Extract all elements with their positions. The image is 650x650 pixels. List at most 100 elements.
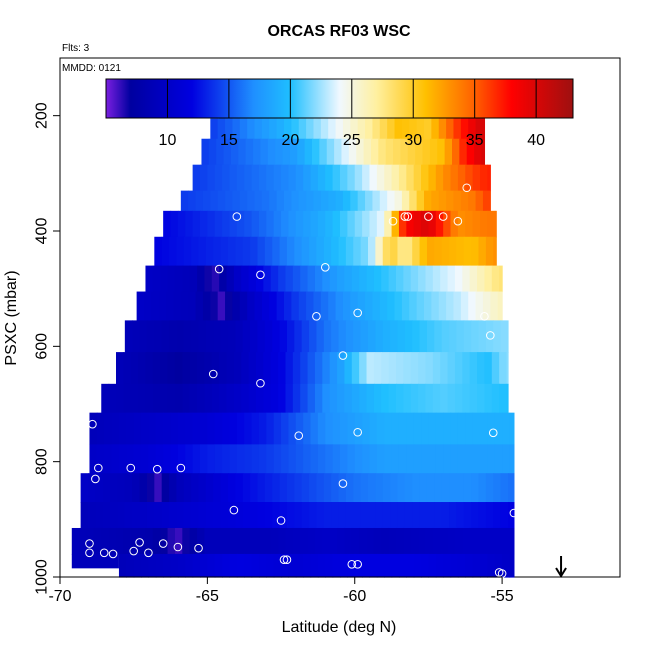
heatmap-cell xyxy=(303,210,312,238)
heatmap-cell xyxy=(228,320,236,353)
heatmap-cell xyxy=(291,118,300,140)
heatmap-cell xyxy=(376,164,385,192)
heatmap-cell xyxy=(332,412,341,445)
observation-point xyxy=(158,539,168,548)
heatmap-cell xyxy=(370,138,379,166)
heatmap-cell xyxy=(384,444,393,474)
heatmap-cell xyxy=(477,265,486,293)
heatmap-cell xyxy=(276,190,285,212)
heatmap-cell xyxy=(163,412,172,445)
heatmap-cell xyxy=(457,412,466,445)
heatmap-cell xyxy=(382,236,391,267)
heatmap-cell xyxy=(441,502,450,529)
heatmap-cell xyxy=(381,352,390,385)
heatmap-cell xyxy=(397,320,406,353)
heatmap-cell xyxy=(210,118,219,140)
heatmap-cell xyxy=(254,291,263,321)
heatmap-cell xyxy=(214,444,223,474)
heatmap-cell xyxy=(425,383,434,414)
heatmap-cell xyxy=(235,502,244,529)
heatmap-cell xyxy=(236,164,245,192)
heatmap-cell xyxy=(292,352,301,385)
heatmap-cell xyxy=(416,118,425,140)
heatmap-cell xyxy=(472,553,481,578)
heatmap-cell xyxy=(345,320,354,353)
heatmap-cell xyxy=(471,236,480,267)
heatmap-cell xyxy=(270,265,279,293)
heatmap-cell xyxy=(185,553,194,578)
heatmap-cell xyxy=(133,412,142,445)
heatmap-cell xyxy=(205,236,214,267)
heatmap-cell xyxy=(353,236,362,267)
heatmap-cell xyxy=(288,210,297,238)
heatmap-cell xyxy=(463,236,472,267)
heatmap-cell xyxy=(485,236,494,267)
heatmap-cell xyxy=(472,444,481,474)
heatmap-cell xyxy=(335,291,344,321)
heatmap-cell xyxy=(322,352,331,385)
heatmap-cell xyxy=(474,138,483,166)
heatmap-cell xyxy=(301,236,310,267)
heatmap-cell xyxy=(360,320,369,353)
observation-point xyxy=(488,428,498,438)
heatmap-cell xyxy=(239,118,248,140)
heatmap-cell xyxy=(185,444,194,474)
heatmap-cell xyxy=(357,118,366,140)
heatmap-cell xyxy=(213,502,222,529)
heatmap-cell xyxy=(438,291,447,321)
heatmap-cell xyxy=(295,412,304,445)
heatmap-cell xyxy=(191,502,200,529)
heatmap-cell xyxy=(481,138,486,166)
heatmap-cell xyxy=(281,164,290,192)
heatmap-cell xyxy=(314,352,323,385)
heatmap-cell xyxy=(359,265,368,293)
heatmap-cell xyxy=(192,164,201,192)
heatmap-cell xyxy=(177,444,186,474)
heatmap-cell xyxy=(363,138,372,166)
heatmap-cell xyxy=(208,138,217,166)
heatmap-cell xyxy=(345,473,354,503)
observation-point xyxy=(312,312,321,321)
heatmap-cell xyxy=(463,320,472,353)
heatmap-cell xyxy=(487,553,496,578)
colorbar-tick-label: 35 xyxy=(466,132,484,149)
heatmap-cell xyxy=(244,164,253,192)
heatmap-cell xyxy=(426,502,435,529)
heatmap-cell xyxy=(441,473,450,503)
heatmap-cell xyxy=(494,553,503,578)
heatmap-cell xyxy=(359,383,368,414)
heatmap-cell xyxy=(491,527,500,555)
heatmap-cell xyxy=(421,553,430,578)
heatmap-cell xyxy=(216,138,225,166)
heatmap-cell xyxy=(284,291,292,321)
colorbar-tick-label: 25 xyxy=(343,132,361,149)
heatmap-cell xyxy=(351,265,360,293)
heatmap-cell xyxy=(192,210,201,238)
heatmap-cell xyxy=(462,527,471,555)
observation-point xyxy=(256,378,265,388)
heatmap-cell xyxy=(373,527,382,555)
y-tick-label: 200 xyxy=(34,102,51,129)
heatmap-cell xyxy=(325,210,334,238)
heatmap-cell xyxy=(440,265,449,293)
heatmap-cell xyxy=(269,291,278,321)
heatmap-cell xyxy=(468,291,477,321)
heatmap-cell xyxy=(379,190,388,212)
heatmap-cell xyxy=(291,291,300,321)
heatmap-cell xyxy=(382,320,391,353)
heatmap-cell xyxy=(191,473,200,503)
heatmap-cell xyxy=(466,138,475,166)
heatmap-cell xyxy=(173,291,182,321)
heatmap-cell xyxy=(331,236,340,267)
heatmap-cell xyxy=(226,383,235,414)
heatmap-cell xyxy=(485,502,494,529)
heatmap-cell xyxy=(368,502,376,529)
heatmap-cell xyxy=(145,383,154,414)
heatmap-cell xyxy=(225,291,234,321)
heatmap-cell xyxy=(145,527,154,555)
heatmap-cell xyxy=(342,291,351,321)
heatmap-cell xyxy=(292,383,301,414)
heatmap-cell xyxy=(207,412,216,445)
observation-point xyxy=(176,463,186,473)
heatmap-cell xyxy=(267,138,276,166)
